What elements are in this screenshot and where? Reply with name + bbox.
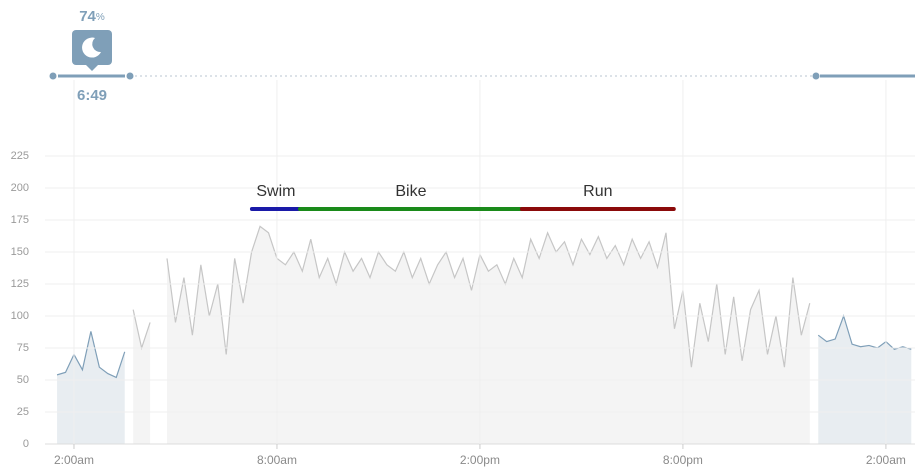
y-tick-label: 200 [11,182,29,194]
x-tick-label: 8:00pm [663,453,703,467]
moon-icon [82,37,101,58]
y-tick-label: 225 [11,150,29,162]
line [817,314,912,350]
sleep-score-value: 74 [79,8,96,25]
y-tick-label: 25 [17,406,29,418]
sleep-dot [49,72,57,80]
y-tick-label: 50 [17,374,29,386]
sleep-bar: 74% 6:49 [49,8,915,104]
area [133,226,810,444]
x-tick-label: 2:00am [866,453,906,467]
activity-label: Bike [395,183,426,200]
y-tick-label: 150 [11,246,29,258]
x-tick-label: 8:00am [257,453,297,467]
sleep-score: 74% [79,8,105,25]
line [56,331,126,379]
sleep-dot [126,72,134,80]
badge-pointer [86,65,98,71]
activity-label: Swim [256,183,295,200]
sleep-dot [812,72,820,80]
x-tick-label: 2:00am [54,453,94,467]
sleep-score-unit: % [96,12,105,23]
x-tick-label: 2:00pm [460,453,500,467]
y-tick-label: 125 [11,278,29,290]
plot [56,225,912,444]
y-tick-label: 175 [11,214,29,226]
y-tick-label: 75 [17,342,29,354]
sleep-duration: 6:49 [77,87,107,104]
y-tick-label: 100 [11,310,29,322]
activity-label: Run [583,183,612,200]
y-tick-label: 0 [23,438,29,450]
